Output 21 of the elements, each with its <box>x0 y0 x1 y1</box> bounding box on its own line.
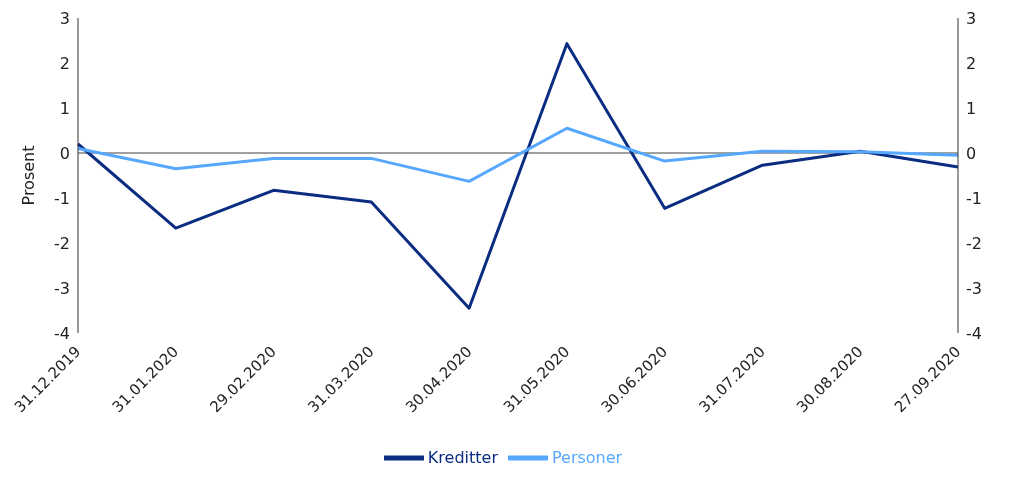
line-series <box>76 42 960 310</box>
line-series <box>76 126 960 183</box>
y2-tick-label: 2 <box>966 53 977 73</box>
y-tick-label: 2 <box>59 53 70 73</box>
y-tick-label: -1 <box>54 188 70 208</box>
y-tick-label: -2 <box>54 233 70 253</box>
y2-tick-label: 0 <box>966 143 977 163</box>
y-tick-label: -4 <box>54 323 70 343</box>
legend-label: Kreditter <box>427 447 498 467</box>
y2-tick-label: 3 <box>966 8 977 28</box>
y2-tick-label: -1 <box>966 188 982 208</box>
y-tick-label: -3 <box>54 278 70 298</box>
y-tick-label: 3 <box>59 8 70 28</box>
y-tick-label: 1 <box>59 98 70 118</box>
y2-tick-label: -3 <box>966 278 982 298</box>
y2-tick-label: 1 <box>966 98 977 118</box>
y2-tick-label: -2 <box>966 233 982 253</box>
y-axis-title: Prosent <box>18 145 38 206</box>
y2-tick-label: -4 <box>966 323 982 343</box>
legend-label: Personer <box>551 447 623 467</box>
y-tick-label: 0 <box>59 143 70 163</box>
